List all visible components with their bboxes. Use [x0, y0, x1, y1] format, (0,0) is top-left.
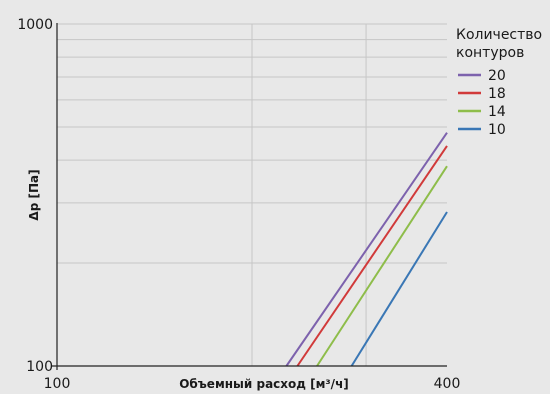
legend-items: 20 18 14 10: [458, 68, 506, 138]
tick-labels: 100 1000 100 400: [17, 17, 460, 392]
x-tick-label: 400: [434, 376, 461, 392]
legend-label-14: 14: [488, 104, 506, 120]
y-axis-title: Δp [Па]: [27, 169, 41, 220]
legend-label-10: 10: [488, 122, 506, 138]
legend-label-20: 20: [488, 68, 506, 84]
x-tick-label: 100: [44, 376, 71, 392]
legend-title-line-1: Количество: [456, 27, 542, 43]
series-line-10: [350, 211, 448, 367]
y-tick-label: 1000: [17, 17, 53, 33]
legend-title-line-2: контуров: [456, 45, 524, 61]
legend: Количество контуров 20 18 14 10: [456, 27, 542, 138]
series-line-20: [285, 132, 448, 367]
x-axis-title: Объемный расход [м³/ч]: [179, 377, 349, 391]
series-lines: [285, 132, 448, 367]
series-line-14: [316, 165, 448, 367]
legend-label-18: 18: [488, 86, 506, 102]
y-tick-label: 100: [26, 359, 53, 375]
series-line-18: [296, 145, 448, 367]
grid: [57, 23, 447, 366]
